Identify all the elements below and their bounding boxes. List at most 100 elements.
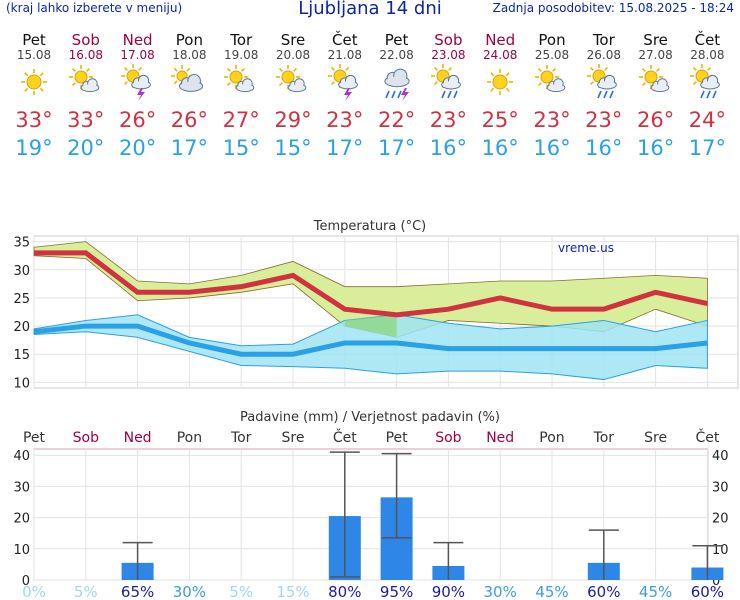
probability-label: 95%: [380, 583, 413, 600]
max-temp: 22°: [377, 108, 416, 132]
y-tick-label: 30: [13, 264, 30, 279]
day-name: Sre: [280, 31, 306, 49]
max-temp: 26°: [636, 108, 675, 132]
max-temp-line: [34, 250, 708, 318]
day-name: Sre: [643, 31, 668, 49]
category-label: Pon: [177, 430, 202, 446]
last-update: Zadnja posodobitev: 15.08.2025 - 18:24: [492, 1, 734, 15]
weather-icon-box: [215, 64, 267, 106]
min-temp: 17°: [377, 136, 416, 160]
sun-cloud-icon: [638, 65, 669, 93]
day-column: Sre 20.08 29° 15°: [267, 32, 319, 162]
day-date: 28.08: [690, 48, 725, 62]
day-column: Ned 24.08 25° 16°: [474, 32, 526, 162]
day-column: Čet 28.08 24° 17°: [681, 32, 733, 162]
weather-icon-svg: [586, 64, 617, 99]
chart-title: Temperatura (°C): [313, 219, 426, 234]
day-date: 18.08: [172, 48, 207, 62]
temperature-chart: 10 15 20 25 30 35 Temperatura (°C) vreme.us: [13, 219, 739, 391]
y-tick-label-right: 20: [712, 512, 729, 527]
max-temp: 33°: [67, 108, 105, 132]
plot-area: [33, 448, 709, 581]
max-temp: 23°: [585, 108, 623, 132]
category-label: Sob: [435, 430, 461, 446]
y-tick-label: 30: [13, 480, 30, 495]
min-temp: 19°: [15, 136, 53, 160]
max-temp: 27°: [222, 108, 260, 132]
probability-label: 5%: [74, 583, 98, 600]
sun-icon: [21, 69, 47, 95]
day-column: Sob 16.08 33° 20°: [60, 32, 112, 162]
y-tick-label: 15: [13, 348, 30, 363]
page-title: Ljubljana 14 dni: [298, 0, 442, 19]
sun-cloud-icon: [276, 65, 307, 93]
y-tick-label-right: 10: [712, 543, 729, 558]
day-name: Pet: [384, 31, 409, 49]
y-tick-label-right: 40: [712, 449, 729, 464]
y-tick-label: 25: [13, 292, 30, 307]
weather-icon-svg: [171, 65, 204, 92]
day-column: Tor 26.08 23° 16°: [578, 32, 630, 162]
menu-hint: (kraj lahko izberete v meniju): [6, 1, 183, 15]
day-name: Pon: [538, 31, 566, 49]
day-date: 17.08: [120, 48, 155, 62]
min-temp: 16°: [533, 136, 571, 160]
max-temp: 23°: [533, 108, 571, 132]
sun-cloud-icon: [535, 65, 566, 93]
weather-icon-svg: [431, 64, 462, 99]
day-date: 16.08: [68, 48, 103, 62]
weather-icon-svg: [327, 64, 358, 101]
day-date: 27.08: [638, 48, 673, 62]
category-label: Tor: [230, 430, 252, 446]
weather-icon-box: [163, 64, 215, 106]
min-temp-band: [33, 314, 708, 381]
min-temp: 16°: [585, 136, 623, 160]
y-tick-label: 10: [13, 376, 30, 391]
weather-icon-box: [319, 64, 371, 106]
weather-icon-box: [578, 64, 630, 106]
y-tick-label-right: 0: [712, 574, 720, 589]
min-temp: 15°: [222, 136, 260, 160]
day-column: Pon 25.08 23° 16°: [526, 32, 578, 162]
y-tick-label: 20: [13, 512, 30, 527]
min-temp: 17°: [170, 136, 208, 160]
category-label: Sre: [282, 430, 305, 446]
sun-icon: [487, 69, 514, 95]
min-temp: 20°: [118, 136, 157, 160]
min-temp: 16°: [636, 136, 675, 160]
weather-icon-svg: [487, 69, 514, 95]
day-name: Tor: [230, 31, 253, 49]
sun-cloud-rain-icon: [431, 64, 462, 99]
day-name: Ned: [485, 31, 516, 49]
day-date: 15.08: [16, 48, 52, 62]
sun-cloudy-icon: [171, 65, 204, 92]
probability-label: 60%: [587, 583, 620, 600]
max-temp: 24°: [688, 108, 726, 132]
day-column: Pon 18.08 26° 17°: [163, 32, 215, 162]
probability-label: 65%: [121, 583, 154, 600]
day-column: Sre 27.08 26° 16°: [630, 32, 682, 162]
probability-label: 80%: [328, 583, 361, 600]
day-date: 19.08: [224, 48, 259, 62]
weather-icon-svg: [638, 65, 669, 93]
charts-area: 10 15 20 25 30 35 Temperatura (°C) vreme.us Pad…: [0, 214, 740, 600]
min-temp: 15°: [274, 136, 312, 160]
sun-cloud-storm-icon: [327, 64, 358, 101]
weather-icon-svg: [21, 69, 47, 95]
category-label: Čet: [695, 428, 719, 446]
weather-icon-box: [681, 64, 733, 106]
day-column: Tor 19.08 27° 15°: [215, 32, 267, 162]
y-tick-label: 40: [13, 449, 30, 464]
weather-icon-box: [112, 64, 164, 106]
day-column: Pet 15.08 33° 19°: [8, 32, 60, 162]
probability-label: 5%: [229, 583, 253, 600]
probability-label: 30%: [484, 583, 517, 600]
weather-icon-svg: [535, 65, 566, 93]
weather-icon-box: [8, 64, 60, 106]
probability-label: 60%: [691, 583, 724, 600]
sun-cloud-storm-icon: [120, 64, 151, 101]
weather-icon-svg: [690, 64, 721, 99]
day-name: Pon: [175, 31, 203, 49]
weather-icon-svg: [68, 65, 100, 93]
day-date: 26.08: [586, 48, 621, 62]
